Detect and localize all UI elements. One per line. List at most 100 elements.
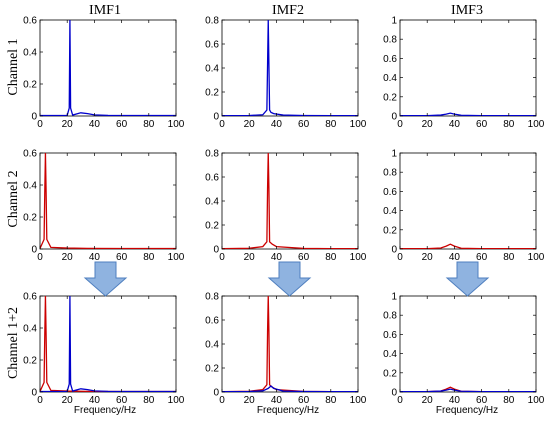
x-tick-label: 80 bbox=[325, 119, 337, 130]
panel-r0c2: 0 20 40 60 80 100 0 0.2 0.4 0.6 0.8 1 bbox=[383, 16, 545, 131]
y-tick-label: 0.4 bbox=[383, 73, 397, 84]
x-tick-label: 0 bbox=[219, 252, 225, 263]
y-tick-label: 0.8 bbox=[205, 16, 219, 27]
x-tick-label: 100 bbox=[528, 119, 545, 130]
down-arrow-imf3 bbox=[445, 261, 490, 297]
y-tick-label: 0 bbox=[213, 388, 219, 399]
y-tick-label: 0.8 bbox=[205, 292, 219, 303]
down-arrow-imf2 bbox=[267, 261, 312, 297]
y-tick-label: 0 bbox=[213, 112, 219, 123]
axes-frame bbox=[221, 152, 359, 250]
y-tick-label: 0.4 bbox=[383, 206, 397, 217]
x-tick-label: 80 bbox=[143, 252, 155, 263]
row-label-channel-2: Channel 2 bbox=[6, 170, 21, 227]
x-tick-label: 60 bbox=[476, 395, 488, 406]
x-axis-title-imf1: Frequency/Hz bbox=[74, 405, 136, 416]
x-tick-label: 0 bbox=[397, 395, 403, 406]
x-tick-label: 80 bbox=[503, 395, 515, 406]
x-tick-label: 0 bbox=[397, 252, 403, 263]
column-header-imf1: IMF1 bbox=[89, 3, 121, 18]
y-tick-label: 0 bbox=[31, 112, 37, 123]
y-tick-label: 0.8 bbox=[383, 35, 397, 46]
y-tick-label: 0.4 bbox=[205, 197, 219, 208]
y-tick-label: 1 bbox=[391, 292, 397, 303]
y-tick-label: 0.8 bbox=[383, 168, 397, 179]
x-tick-label: 60 bbox=[298, 395, 310, 406]
x-tick-label: 0 bbox=[219, 395, 225, 406]
y-tick-label: 0.2 bbox=[23, 356, 37, 367]
panel-r0c0: 0 20 40 60 80 100 0 0.2 0.4 0.6 bbox=[23, 16, 185, 131]
y-tick-label: 0.8 bbox=[205, 149, 219, 160]
x-tick-label: 40 bbox=[449, 395, 461, 406]
panel-r1c1: 0 20 40 60 80 100 0 0.2 0.4 0.6 0.8 bbox=[205, 149, 367, 264]
x-tick-label: 80 bbox=[503, 119, 515, 130]
column-header-imf2: IMF2 bbox=[272, 3, 304, 18]
x-axis-title-imf2: Frequency/Hz bbox=[257, 405, 319, 416]
y-tick-label: 0.6 bbox=[383, 54, 397, 65]
x-tick-label: 40 bbox=[271, 119, 283, 130]
x-tick-label: 40 bbox=[89, 119, 101, 130]
x-tick-label: 0 bbox=[37, 395, 43, 406]
x-tick-label: 0 bbox=[37, 119, 43, 130]
y-tick-label: 0 bbox=[31, 388, 37, 399]
x-tick-label: 0 bbox=[219, 119, 225, 130]
y-tick-label: 0.6 bbox=[383, 187, 397, 198]
axes-frame bbox=[399, 295, 537, 393]
x-tick-label: 20 bbox=[62, 119, 74, 130]
x-tick-label: 100 bbox=[168, 119, 185, 130]
x-tick-label: 20 bbox=[62, 252, 74, 263]
column-header-imf3: IMF3 bbox=[451, 3, 483, 18]
x-tick-label: 60 bbox=[476, 252, 488, 263]
y-tick-label: 0 bbox=[391, 245, 397, 256]
y-tick-label: 1 bbox=[391, 16, 397, 27]
y-tick-label: 0.6 bbox=[23, 16, 37, 27]
y-tick-label: 0.6 bbox=[383, 330, 397, 341]
series-line-r1c2-0 bbox=[400, 243, 536, 249]
x-tick-label: 60 bbox=[116, 119, 128, 130]
x-tick-label: 20 bbox=[422, 395, 434, 406]
row-label-channel-1-2: Channel 1+2 bbox=[6, 307, 21, 379]
x-tick-label: 40 bbox=[449, 119, 461, 130]
axes-frame bbox=[221, 19, 359, 117]
y-tick-label: 0.6 bbox=[205, 40, 219, 51]
panel-r2c2: 0 20 40 60 80 100 0 0.2 0.4 0.6 0.8 1 bbox=[383, 292, 545, 407]
x-tick-label: 40 bbox=[271, 252, 283, 263]
y-tick-label: 0.2 bbox=[205, 221, 219, 232]
y-tick-label: 1 bbox=[391, 149, 397, 160]
x-tick-label: 100 bbox=[350, 119, 367, 130]
y-tick-label: 0 bbox=[391, 388, 397, 399]
x-tick-label: 100 bbox=[168, 395, 185, 406]
y-tick-label: 0.2 bbox=[23, 213, 37, 224]
x-tick-label: 100 bbox=[350, 395, 367, 406]
y-tick-label: 0.4 bbox=[23, 181, 37, 192]
x-tick-label: 40 bbox=[271, 395, 283, 406]
y-tick-label: 0.6 bbox=[23, 149, 37, 160]
panel-r0c1: 0 20 40 60 80 100 0 0.2 0.4 0.6 0.8 bbox=[205, 16, 367, 131]
x-tick-label: 20 bbox=[422, 252, 434, 263]
x-tick-label: 80 bbox=[143, 119, 155, 130]
y-tick-label: 0.4 bbox=[23, 324, 37, 335]
y-tick-label: 0.6 bbox=[205, 316, 219, 327]
axes-frame bbox=[399, 19, 537, 117]
x-tick-label: 20 bbox=[244, 119, 256, 130]
panel-r1c2: 0 20 40 60 80 100 0 0.2 0.4 0.6 0.8 1 bbox=[383, 149, 545, 264]
x-tick-label: 60 bbox=[476, 119, 488, 130]
axes-frame bbox=[221, 295, 359, 393]
panel-r1c0: 0 20 40 60 80 100 0 0.2 0.4 0.6 bbox=[23, 149, 185, 264]
x-tick-label: 0 bbox=[397, 119, 403, 130]
axes-frame bbox=[399, 152, 537, 250]
x-tick-label: 20 bbox=[244, 395, 256, 406]
y-tick-label: 0 bbox=[31, 245, 37, 256]
y-tick-label: 0.6 bbox=[23, 292, 37, 303]
y-tick-label: 0.4 bbox=[205, 64, 219, 75]
y-tick-label: 0 bbox=[391, 112, 397, 123]
x-tick-label: 20 bbox=[244, 252, 256, 263]
x-tick-label: 100 bbox=[528, 252, 545, 263]
x-tick-label: 100 bbox=[528, 395, 545, 406]
panel-r2c1: 0 20 40 60 80 100 0 0.2 0.4 0.6 0.8 bbox=[205, 292, 367, 407]
series-line-r2c1-1 bbox=[222, 385, 358, 392]
y-tick-label: 0.2 bbox=[383, 225, 397, 236]
y-tick-label: 0.8 bbox=[383, 311, 397, 322]
